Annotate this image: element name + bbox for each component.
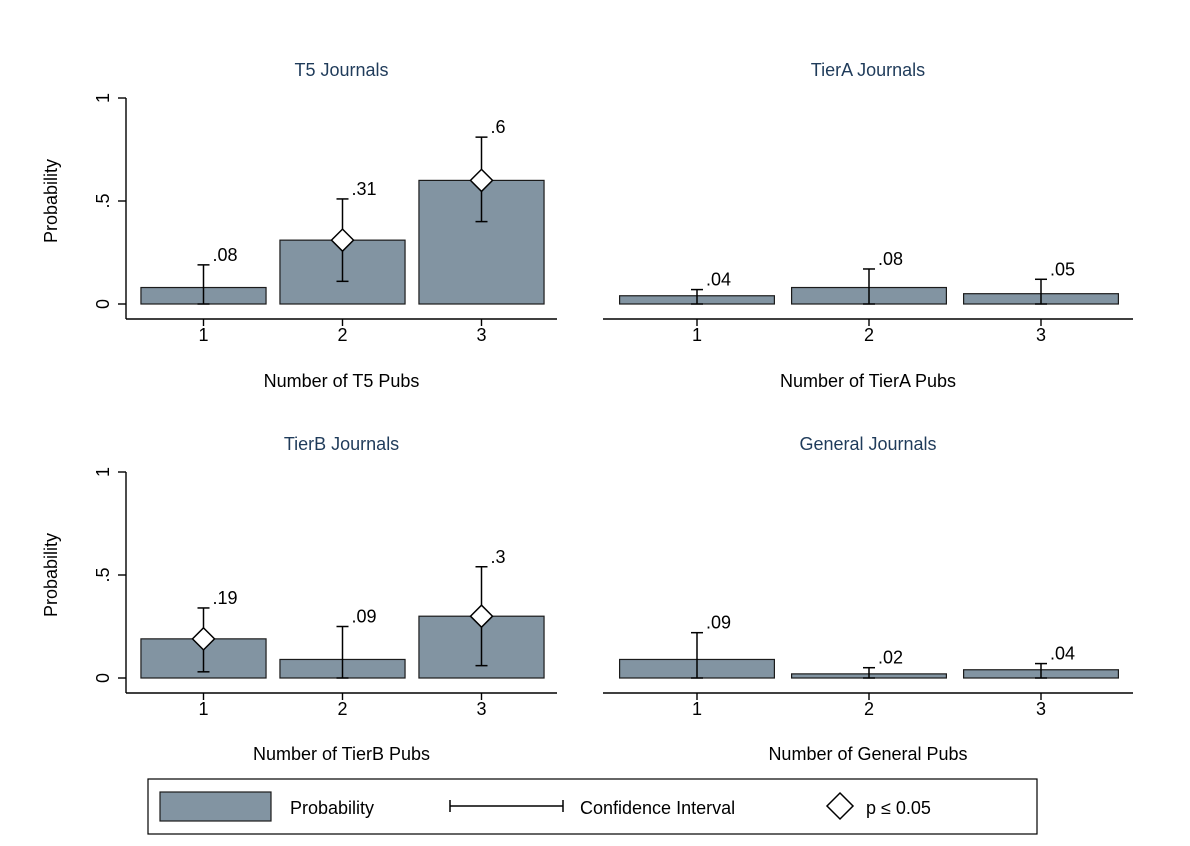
legend-bar-swatch: [159, 791, 272, 822]
panel-title: TierA Journals: [811, 60, 925, 80]
panel-title: T5 Journals: [294, 60, 388, 80]
x-tick-label: 2: [864, 325, 874, 345]
data-label: .19: [213, 588, 238, 608]
significance-diamond: [469, 604, 494, 629]
data-label: .04: [706, 270, 731, 290]
panel-title: TierB Journals: [284, 434, 399, 454]
x-tick-label: 3: [1036, 325, 1046, 345]
significance-diamond: [330, 228, 355, 253]
data-label: .09: [706, 613, 731, 633]
x-tick-label: 3: [476, 699, 486, 719]
legend-box: [147, 778, 1038, 835]
legend-label-confidence-interval: Confidence Interval: [580, 798, 735, 818]
data-label: .31: [352, 179, 377, 199]
legend-label-significance: p ≤ 0.05: [866, 798, 931, 818]
y-tick-label: 1: [93, 467, 113, 477]
x-axis-label: Number of TierB Pubs: [253, 744, 430, 764]
panel-title: General Journals: [799, 434, 936, 454]
x-tick-label: 2: [337, 325, 347, 345]
data-label: .08: [878, 249, 903, 269]
x-tick-label: 1: [198, 699, 208, 719]
legend-label-probability: Probability: [290, 798, 374, 818]
panel-2: TierA Journals Number of TierA Pubs 1 .04 2.…: [603, 60, 1133, 391]
data-label: .08: [213, 245, 238, 265]
panel-4: General Journals Number of General Pubs 1.…: [603, 434, 1133, 764]
significance-diamond: [469, 168, 494, 193]
x-tick-label: 1: [198, 325, 208, 345]
y-tick-label: .5: [93, 193, 113, 208]
y-tick-label: 0: [93, 299, 113, 309]
legend: Probability Confidence Interval p ≤ 0.05: [147, 778, 1038, 835]
x-axis-label: Number of T5 Pubs: [264, 371, 420, 391]
data-label: .3: [491, 547, 506, 567]
data-label: .09: [352, 607, 377, 627]
x-tick-label: 1: [692, 699, 702, 719]
y-axis-label: Probability: [41, 159, 61, 243]
data-label: .04: [1050, 644, 1075, 664]
data-label: .6: [491, 117, 506, 137]
data-label: .02: [878, 648, 903, 668]
y-tick-label: 0: [93, 673, 113, 683]
x-tick-label: 2: [864, 699, 874, 719]
legend-diamond-icon: [825, 791, 855, 821]
data-label: .05: [1050, 259, 1075, 279]
y-tick-label: .5: [93, 567, 113, 582]
panel-1: T5 Journals 0 .5 1 Probability Number of T5 P…: [41, 60, 557, 391]
chart-panels: T5 Journals 0 .5 1 Probability Number of T5 P…: [41, 60, 1133, 764]
panel-3: TierB Journals 0 .5 1 Probability Number of T…: [41, 434, 557, 764]
y-axis-label: Probability: [41, 533, 61, 617]
x-axis-label: Number of General Pubs: [768, 744, 967, 764]
y-tick-label: 1: [93, 93, 113, 103]
significance-diamond: [191, 626, 216, 651]
x-tick-label: 1: [692, 325, 702, 345]
x-axis-label: Number of TierA Pubs: [780, 371, 956, 391]
x-tick-label: 3: [1036, 699, 1046, 719]
x-tick-label: 3: [476, 325, 486, 345]
x-tick-label: 2: [337, 699, 347, 719]
